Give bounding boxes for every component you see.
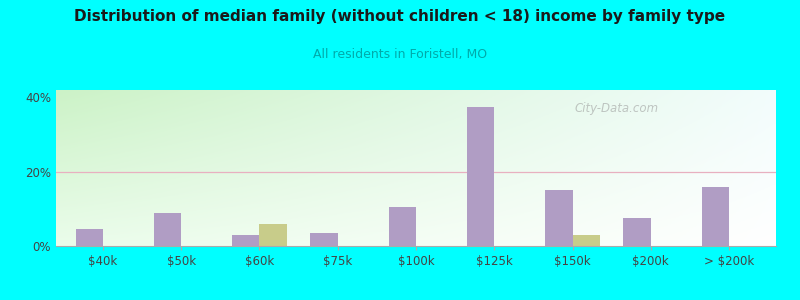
- Bar: [75, 229, 103, 246]
- Bar: [573, 235, 600, 246]
- Text: All residents in Foristell, MO: All residents in Foristell, MO: [313, 48, 487, 61]
- Bar: [154, 213, 182, 246]
- Bar: [702, 187, 729, 246]
- Text: City-Data.com: City-Data.com: [574, 103, 658, 116]
- Bar: [259, 224, 287, 246]
- Bar: [310, 233, 338, 246]
- Legend: Married couple, Male, no wife: Married couple, Male, no wife: [285, 299, 547, 300]
- Bar: [389, 207, 416, 246]
- Bar: [232, 235, 259, 246]
- Text: Distribution of median family (without children < 18) income by family type: Distribution of median family (without c…: [74, 9, 726, 24]
- Bar: [467, 107, 494, 246]
- Bar: [623, 218, 650, 246]
- Bar: [545, 190, 573, 246]
